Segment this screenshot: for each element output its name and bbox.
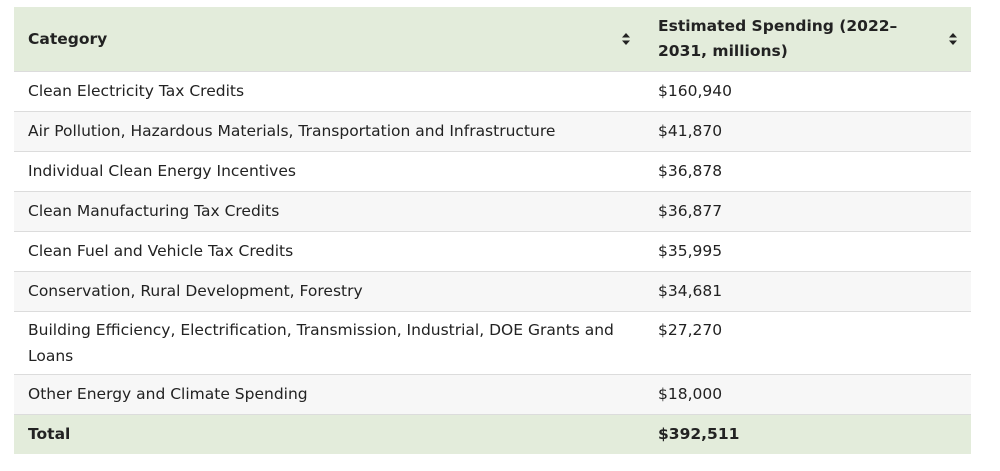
category-cell: Clean Fuel and Vehicle Tax Credits (14, 231, 644, 272)
category-cell: Air Pollution, Hazardous Materials, Tran… (14, 111, 644, 152)
category-cell: Individual Clean Energy Incentives (14, 151, 644, 192)
spending-cell: $36,877 (644, 191, 971, 232)
category-cell: Conservation, Rural Development, Forestr… (14, 271, 644, 312)
table-row: Clean Electricity Tax Credits $160,940 (14, 71, 971, 112)
column-header-category[interactable]: Category (14, 7, 644, 72)
column-header-label: Estimated Spending (2022–2031, millions) (658, 17, 898, 60)
table-header-row: Category Estimated Spending (2022–2031, … (14, 7, 971, 72)
category-cell: Clean Electricity Tax Credits (14, 71, 644, 112)
spending-cell: $36,878 (644, 151, 971, 192)
sort-icon[interactable] (947, 31, 959, 47)
column-header-spending[interactable]: Estimated Spending (2022–2031, millions) (644, 7, 971, 72)
table-row: Individual Clean Energy Incentives $36,8… (14, 151, 971, 192)
spending-cell: $35,995 (644, 231, 971, 272)
spending-cell: $27,270 (644, 311, 971, 375)
table-row: Air Pollution, Hazardous Materials, Tran… (14, 111, 971, 152)
spending-table: Category Estimated Spending (2022–2031, … (14, 7, 971, 454)
total-value: $392,511 (644, 414, 971, 454)
category-cell: Building Efficiency, Electrification, Tr… (14, 311, 644, 375)
table-row: Clean Manufacturing Tax Credits $36,877 (14, 191, 971, 232)
table-row: Clean Fuel and Vehicle Tax Credits $35,9… (14, 231, 971, 272)
spending-cell: $18,000 (644, 374, 971, 415)
category-cell: Clean Manufacturing Tax Credits (14, 191, 644, 232)
table-row: Conservation, Rural Development, Forestr… (14, 271, 971, 312)
category-cell: Other Energy and Climate Spending (14, 374, 644, 415)
total-label: Total (14, 414, 644, 454)
column-header-label: Category (28, 29, 108, 48)
spending-table-container: Category Estimated Spending (2022–2031, … (14, 7, 971, 454)
spending-cell: $160,940 (644, 71, 971, 112)
spending-cell: $41,870 (644, 111, 971, 152)
sort-icon[interactable] (620, 31, 632, 47)
total-row: Total $392,511 (14, 414, 971, 454)
table-row: Other Energy and Climate Spending $18,00… (14, 374, 971, 415)
table-row: Building Efficiency, Electrification, Tr… (14, 311, 971, 375)
spending-cell: $34,681 (644, 271, 971, 312)
